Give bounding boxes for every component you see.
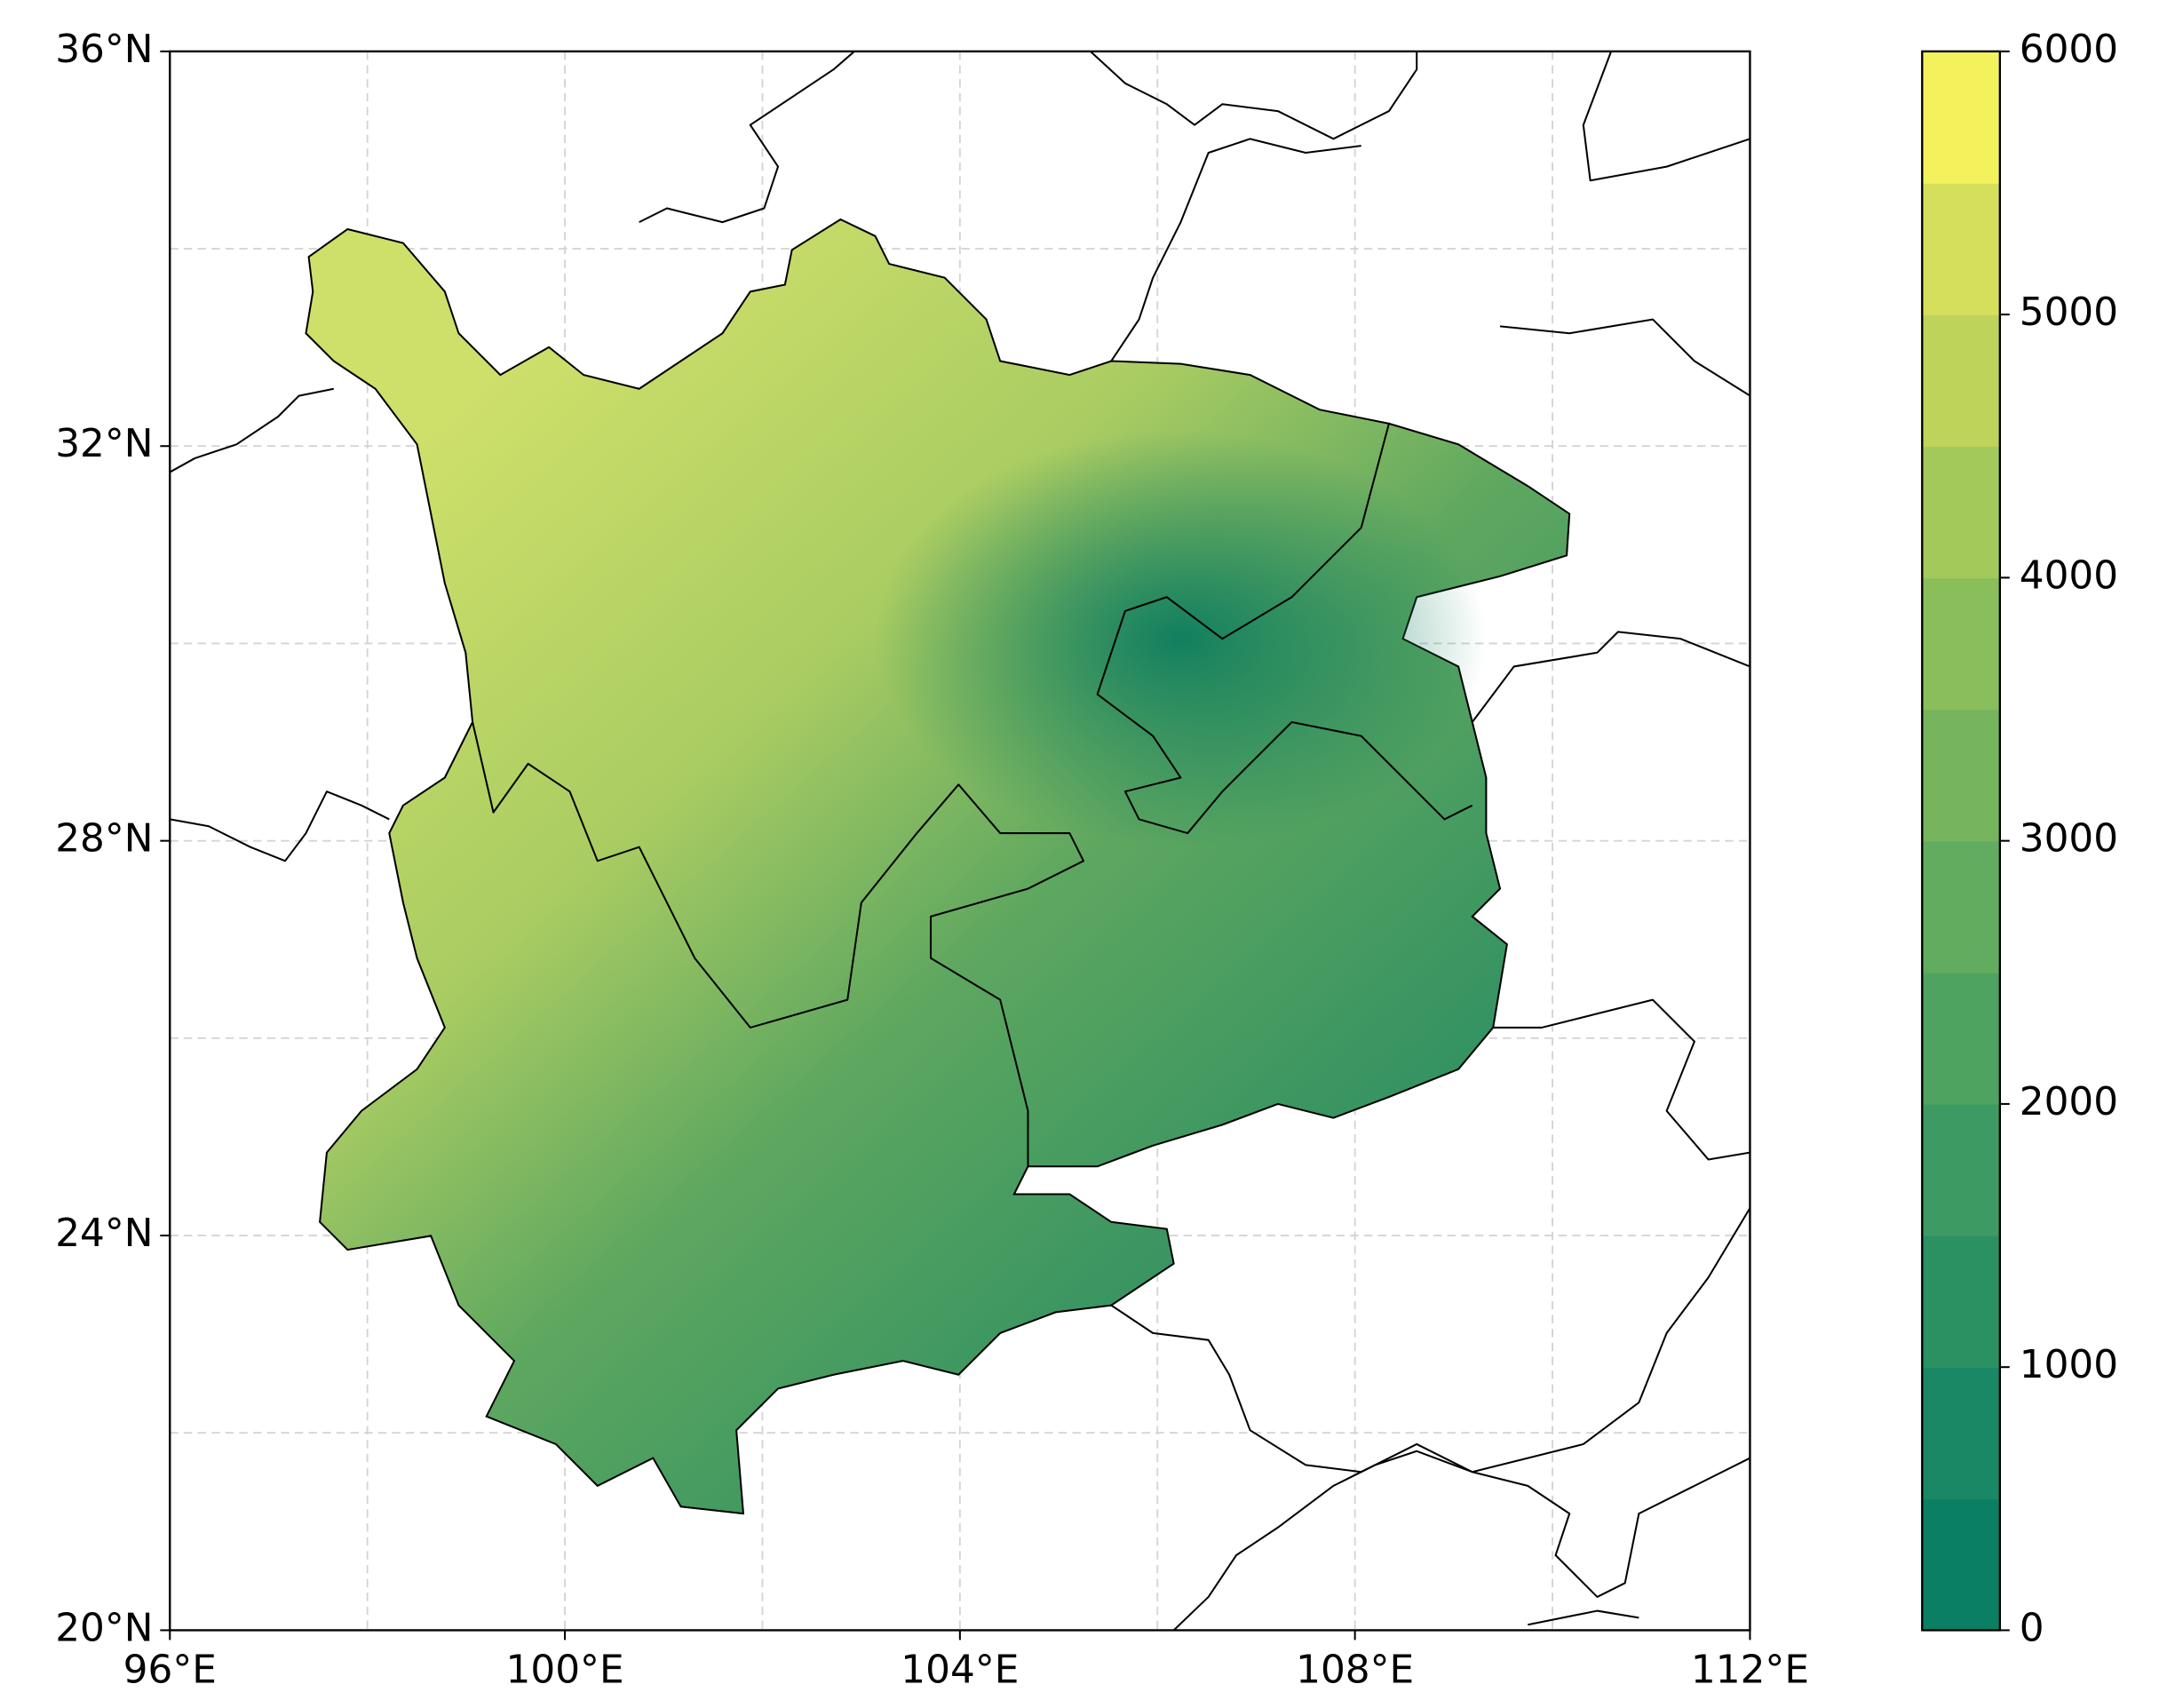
- colorbar-band: [1922, 577, 2000, 711]
- outside-border: [1110, 1207, 1750, 1474]
- colorbar-band: [1922, 972, 2000, 1105]
- x-tick-label: 108°E: [1296, 1647, 1414, 1692]
- outside-border: [1471, 631, 1750, 723]
- x-tick-label: 100°E: [506, 1647, 624, 1692]
- colorbar-band: [1922, 446, 2000, 579]
- colorbar-tick-label: 6000: [2020, 27, 2118, 72]
- colorbar-band: [1922, 840, 2000, 973]
- colorbar: 0 1000 2000 3000 4000 5000 6000: [1922, 27, 2118, 1650]
- coastline: [1528, 1609, 1639, 1626]
- colorbar-band: [1922, 1367, 2000, 1500]
- x-tick-label: 112°E: [1691, 1647, 1809, 1692]
- outside-border: [170, 790, 390, 862]
- colorbar-band: [1922, 182, 2000, 315]
- coastline: [1172, 1450, 1750, 1631]
- outside-border: [1499, 318, 1750, 397]
- colorbar-band: [1922, 709, 2000, 842]
- colorbar-band: [1922, 1103, 2000, 1236]
- basin-shade: [875, 430, 1487, 847]
- colorbar-band: [1922, 1235, 2000, 1368]
- y-tick-label: 20°N: [55, 1605, 153, 1650]
- colorbar-band: [1922, 1498, 2000, 1632]
- colorbar-tick-label: 0: [2020, 1605, 2044, 1650]
- axes: 96°E 100°E 104°E 108°E 112°E 20°N 24°N 28°N 32°N…: [55, 27, 1809, 1693]
- colorbar-frame: [1921, 50, 2002, 1632]
- colorbar-band: [1922, 314, 2000, 448]
- colorbar-tick-label: 4000: [2020, 552, 2118, 598]
- colorbar-tick-label: 1000: [2020, 1342, 2118, 1387]
- outside-border: [1493, 998, 1750, 1161]
- province-border: [1096, 423, 1473, 835]
- elevation-region: [305, 218, 1571, 1515]
- map: [170, 51, 1750, 1631]
- colorbar-tick-label: 3000: [2020, 816, 2118, 862]
- y-tick-label: 28°N: [55, 816, 153, 862]
- x-tick-label: 104°E: [901, 1647, 1019, 1692]
- outside-border: [1090, 51, 1418, 140]
- x-tick-label: 96°E: [123, 1647, 217, 1692]
- outside-border: [170, 387, 334, 473]
- y-tick-label: 24°N: [55, 1211, 153, 1256]
- colorbar-band: [1922, 51, 2000, 184]
- province-border: [472, 721, 1085, 1167]
- y-tick-label: 36°N: [55, 27, 153, 72]
- outside-border: [1110, 138, 1361, 362]
- outside-border: [1582, 51, 1750, 182]
- colorbar-tick-label: 5000: [2020, 290, 2118, 335]
- y-tick-label: 32°N: [55, 421, 153, 466]
- colorbar-tick-label: 2000: [2020, 1079, 2118, 1124]
- outside-border: [639, 51, 855, 224]
